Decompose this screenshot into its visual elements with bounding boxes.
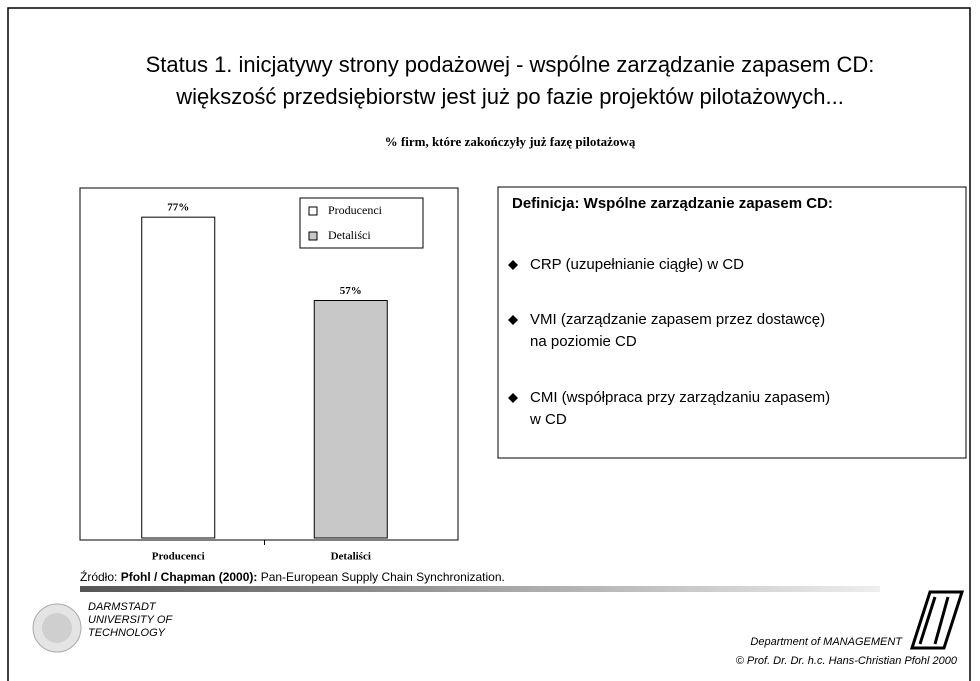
legend-swatch (308, 231, 318, 241)
plot-frame (79, 187, 459, 541)
university-seal-inner (42, 613, 72, 643)
definition-heading: Definicja: Wspólne zarządzanie zapasem C… (512, 195, 833, 212)
copyright: © Prof. Dr. Dr. h.c. Hans-Christian Pfoh… (736, 655, 958, 667)
university-line: UNIVERSITY OF (88, 614, 173, 626)
university-line: DARMSTADT (88, 601, 157, 613)
legend-swatch (308, 206, 318, 216)
x-tick-label: Detaliści (331, 551, 371, 563)
bar (141, 216, 216, 539)
source-text: Pan-European Supply Chain Synchronizatio… (257, 570, 505, 584)
value-label: 57% (340, 285, 362, 297)
legend-label: Detaliści (328, 228, 371, 242)
source-prefix: Źródło: (80, 569, 121, 584)
title-line: większość przedsiębiorstw jest już po fa… (175, 84, 844, 109)
definition-item: CRP (uzupełnianie ciągłe) w CD (530, 256, 744, 273)
university-line: TECHNOLOGY (88, 627, 166, 639)
bullet (508, 260, 518, 270)
department: Department of MANAGEMENT (750, 636, 903, 648)
definition-box (497, 186, 967, 459)
value-label: 77% (167, 202, 189, 214)
definition-item: CMI (współpraca przy zarządzaniu zapasem… (530, 389, 830, 406)
bullet (508, 315, 518, 325)
bullet (508, 393, 518, 403)
definition-item: VMI (zarządzanie zapasem przez dostawcę) (530, 311, 825, 328)
footer-bar (80, 586, 880, 592)
x-tick-label: Producenci (152, 551, 205, 563)
legend-box (299, 197, 424, 249)
definition-list: CRP (uzupełnianie ciągłe) w CD VMI (zarzą… (508, 256, 830, 428)
department-logo (909, 590, 965, 650)
bar (313, 300, 388, 539)
title-line: Status 1. inicjatywy strony podażowej - … (146, 52, 875, 77)
slide-frame (7, 7, 971, 681)
source: Źródło: Pfohl / Chapman (2000): Pan-Euro… (80, 569, 505, 584)
definition-item: na poziomie CD (530, 333, 637, 350)
legend-label: Producenci (328, 203, 383, 217)
chart: Producenci 77% Detaliści 57% Producenci Detal… (141, 197, 424, 563)
source-author: Pfohl / Chapman (2000): (121, 570, 258, 584)
definition-item: w CD (529, 411, 567, 428)
chart-title: % firm, które zakończyły już fazę pilota… (385, 134, 636, 149)
